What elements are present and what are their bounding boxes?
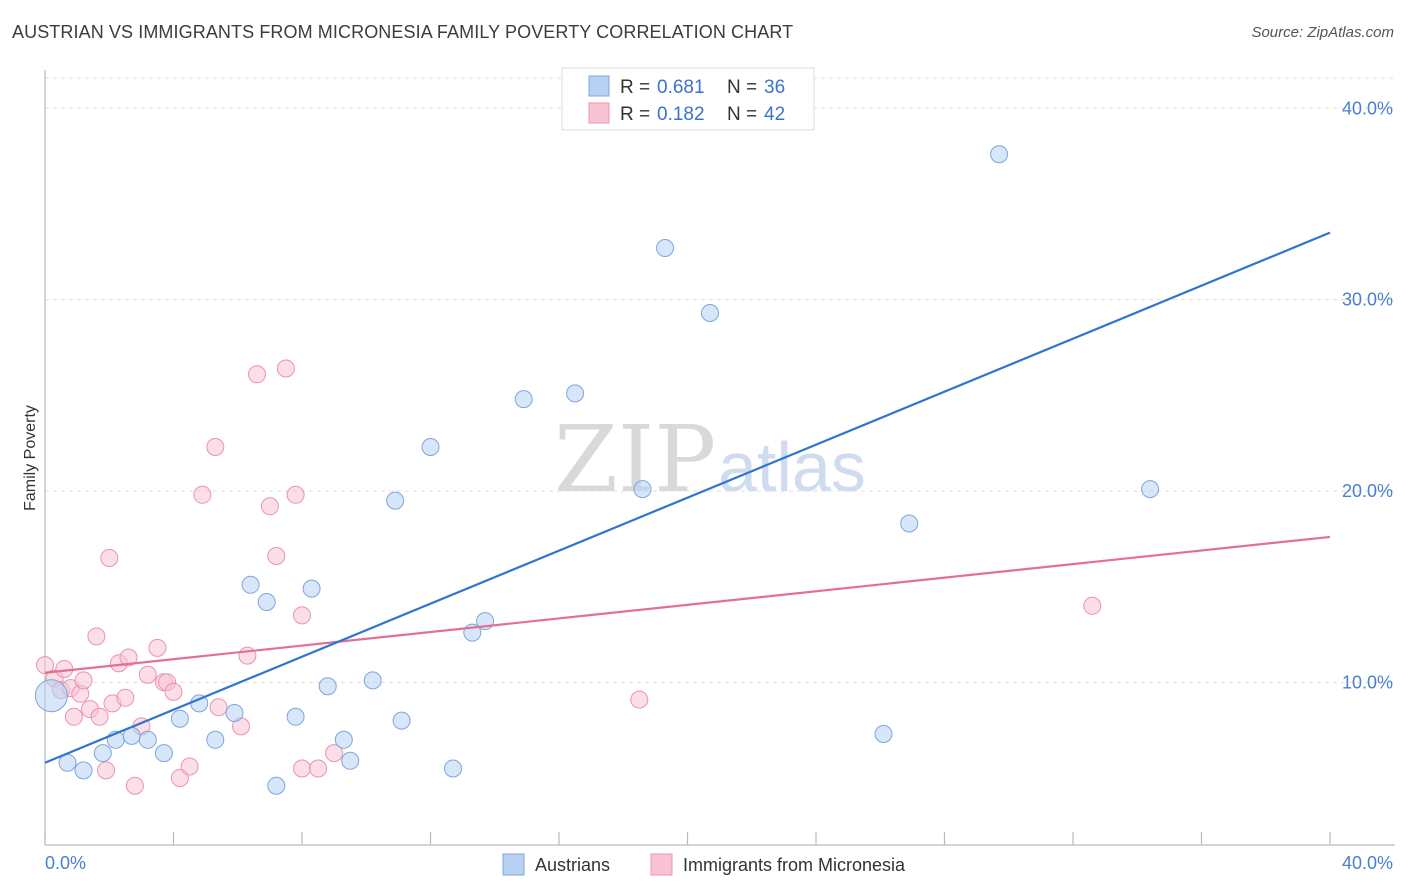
y-tick-label: 20.0% [1342,481,1393,501]
y-tick-label: 40.0% [1342,98,1393,118]
micronesia-point [164,682,183,701]
micronesia-point [74,671,93,690]
chart-title: AUSTRIAN VS IMMIGRANTS FROM MICRONESIA F… [12,22,794,42]
y-tick-label: 10.0% [1342,672,1393,692]
austrian-point [341,751,360,770]
micronesia-point [193,485,212,504]
legend-r-label-1: R = [620,77,650,98]
micronesia-point [209,698,228,717]
micronesia-point [248,365,266,384]
micronesia-point [286,485,305,504]
austrian-point [286,707,305,726]
legend-n-label-1: N = [727,77,757,98]
austrian-point [900,514,919,533]
micronesia-point [100,549,119,567]
bottom-legend-label-austrians: Austrians [535,855,610,875]
micronesia-point [260,497,279,516]
micronesia-point [325,744,344,763]
micronesia-point [206,438,225,456]
x-tick-label-max: 40.0% [1342,853,1393,873]
series-legend: Austrians Immigrants from Micronesia [502,853,906,876]
austrian-point [241,575,260,594]
austrian-point [225,704,244,722]
y-tick-labels: 10.0% 20.0% 30.0% 40.0% [1342,98,1393,692]
axes [44,70,1395,846]
austrian-point [138,730,157,749]
micronesia-point [293,759,311,778]
austrian-point [363,671,382,690]
austrian-point [421,438,440,456]
trend-lines [44,231,1331,764]
austrian-point [206,730,225,749]
micronesia-point [630,690,649,709]
legend-r-value-1: 0.681 [657,77,705,98]
x-tick-label-min: 0.0% [45,853,86,873]
austrian-point [701,304,719,322]
austrian-point [74,761,93,780]
austrian-point [386,491,405,510]
micronesia-point [116,688,135,707]
y-axis-title: Family Poverty [22,405,39,511]
legend-swatch-micronesia [588,102,610,124]
austrian-point [93,744,112,763]
austrian-point [633,480,652,499]
austrian-point [267,776,286,795]
watermark-atlas: atlas [718,428,866,506]
austrian-point [257,593,276,611]
bottom-legend-label-micronesia: Immigrants from Micronesia [683,855,906,875]
legend-r-value-2: 0.182 [657,104,705,125]
micronesia-point [148,638,167,657]
stats-legend: R = 0.681 N = 36 R = 0.182 N = 42 [561,67,815,131]
bottom-legend-swatch-micronesia [650,853,673,876]
legend-swatch-austrians [588,75,610,97]
austrian-point [514,390,533,409]
micronesia-point [267,547,286,565]
micronesia-point [309,759,328,778]
micronesia-point [293,606,311,625]
austrian-point [1141,480,1160,499]
micronesia-point [97,761,115,780]
austrian-point [656,239,674,257]
austrian-point [444,759,462,778]
micronesia-point [64,707,83,726]
austrian-point [154,744,173,763]
micronesia-point [119,648,138,667]
micronesia-point [1083,596,1102,615]
micronesia-point [138,665,157,684]
x-ticks [44,832,1331,845]
y-tick-label: 30.0% [1342,290,1393,310]
micronesia-point [180,757,199,776]
micronesia-point [125,776,144,795]
source-credit: Source: ZipAtlas.com [1251,24,1394,41]
austrian-point [170,709,189,728]
austrian-point [874,725,893,743]
austrian-point [318,677,337,696]
austrian-point [990,145,1009,164]
austrian-point [392,711,411,730]
micronesia-point [276,359,295,378]
bottom-legend-swatch-austrians [502,853,525,876]
micronesia-point [87,627,106,646]
micronesia-point [170,769,189,787]
austrian-point [334,730,353,749]
legend-n-value-2: 42 [764,104,785,125]
austrian-point [302,579,321,598]
watermark-zip: ZIP [554,406,716,513]
legend-n-value-1: 36 [764,77,785,98]
micronesia-point [90,707,109,726]
micronesia-point [36,656,54,675]
austrian-trend-line [44,231,1331,764]
legend-n-label-2: N = [727,104,757,125]
micronesia-points [36,359,1102,795]
austrian-point [566,384,585,403]
austrian-points [34,145,1160,795]
austrian-point [34,679,68,713]
legend-r-label-2: R = [620,104,650,125]
micronesia-trend-line [44,535,1331,674]
micronesia-point [55,660,74,678]
